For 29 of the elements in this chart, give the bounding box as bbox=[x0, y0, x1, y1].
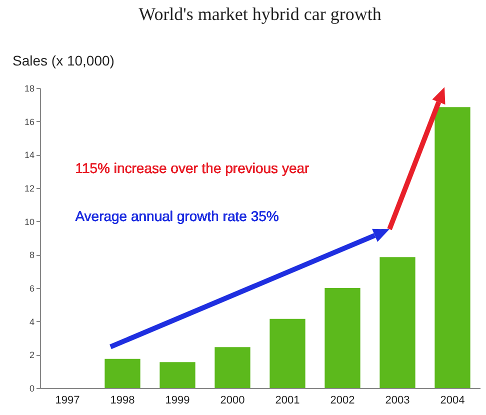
bar bbox=[434, 107, 470, 388]
bar bbox=[160, 362, 196, 388]
bar bbox=[104, 358, 140, 388]
x-tick-label: 2001 bbox=[275, 394, 300, 406]
x-tick-label: 2000 bbox=[220, 394, 245, 406]
x-tick-label: 1998 bbox=[110, 394, 135, 406]
y-tick-label: 12 bbox=[24, 184, 34, 194]
annotation: 115% increase over the previous year bbox=[75, 160, 310, 176]
bar bbox=[380, 257, 416, 388]
bar bbox=[324, 288, 360, 388]
y-tick-label: 18 bbox=[24, 84, 34, 94]
y-tick-label: 10 bbox=[24, 216, 34, 227]
y-tick-label: 0 bbox=[29, 384, 34, 394]
y-tick-label: 8 bbox=[29, 250, 34, 260]
y-tick-label: 4 bbox=[29, 316, 34, 327]
x-tick-label: 2002 bbox=[330, 394, 355, 406]
bar bbox=[270, 318, 306, 388]
y-axis-title: Sales (x 10,000) bbox=[12, 52, 114, 68]
bar bbox=[214, 347, 250, 388]
y-tick-label: 16 bbox=[24, 116, 34, 127]
x-tick-label: 2004 bbox=[440, 394, 465, 406]
x-tick-label: 2003 bbox=[385, 394, 410, 406]
y-tick-label: 6 bbox=[29, 284, 34, 294]
chart-title: World's market hybrid car growth bbox=[138, 4, 382, 24]
x-tick-label: 1999 bbox=[165, 394, 190, 406]
annotation: Average annual growth rate 35% bbox=[75, 208, 279, 224]
y-tick-label: 14 bbox=[24, 150, 34, 160]
x-tick-label: 1997 bbox=[55, 394, 80, 406]
y-tick-label: 2 bbox=[29, 350, 34, 360]
